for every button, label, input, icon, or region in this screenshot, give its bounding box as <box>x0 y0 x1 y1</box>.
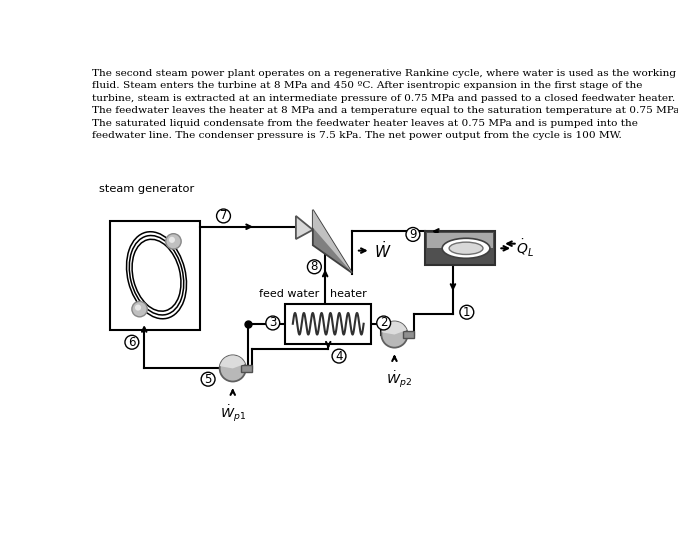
Text: feedwater line. The condenser pressure is 7.5 kPa. The net power output from the: feedwater line. The condenser pressure i… <box>92 131 622 140</box>
Text: The saturated liquid condensate from the feedwater heater leaves at 0.75 MPa and: The saturated liquid condensate from the… <box>92 119 638 128</box>
Text: $\dot{W}$: $\dot{W}$ <box>374 240 391 261</box>
Circle shape <box>377 316 391 330</box>
Text: $\dot{Q}_L$: $\dot{Q}_L$ <box>516 238 534 259</box>
Circle shape <box>220 356 246 382</box>
Circle shape <box>406 228 420 241</box>
Circle shape <box>381 321 407 347</box>
Circle shape <box>132 301 147 317</box>
Bar <box>403 332 414 338</box>
Text: The feedwater leaves the heater at 8 MPa and a temperature equal to the saturati: The feedwater leaves the heater at 8 MPa… <box>92 106 678 115</box>
Bar <box>425 231 494 265</box>
Text: The second steam power plant operates on a regenerative Rankine cycle, where wat: The second steam power plant operates on… <box>92 69 676 78</box>
Text: fluid. Steam enters the turbine at 8 MPa and 450 ºC. After isentropic expansion : fluid. Steam enters the turbine at 8 MPa… <box>92 81 642 91</box>
Text: feed water: feed water <box>259 289 319 299</box>
Circle shape <box>125 335 139 349</box>
Text: 6: 6 <box>128 335 136 349</box>
Text: 5: 5 <box>205 373 212 386</box>
Polygon shape <box>313 210 352 273</box>
Circle shape <box>165 234 181 249</box>
Circle shape <box>201 372 215 386</box>
Polygon shape <box>296 216 313 239</box>
Text: turbine, steam is extracted at an intermediate pressure of 0.75 MPa and passed t: turbine, steam is extracted at an interm… <box>92 94 675 103</box>
Ellipse shape <box>449 242 483 254</box>
Circle shape <box>307 260 321 274</box>
Circle shape <box>266 316 280 330</box>
Text: $\dot{W}_{p1}$: $\dot{W}_{p1}$ <box>220 403 246 424</box>
Text: 4: 4 <box>335 350 343 363</box>
Polygon shape <box>313 210 352 273</box>
Text: 1: 1 <box>463 306 471 319</box>
Text: 8: 8 <box>311 260 318 273</box>
Bar <box>285 304 372 344</box>
Text: 3: 3 <box>269 317 277 330</box>
Text: steam generator: steam generator <box>99 184 194 195</box>
Text: $\dot{W}_{p2}$: $\dot{W}_{p2}$ <box>386 369 412 390</box>
Bar <box>241 365 252 372</box>
Ellipse shape <box>442 238 490 259</box>
Text: 2: 2 <box>380 317 387 330</box>
Text: heater: heater <box>330 289 367 299</box>
Text: 7: 7 <box>220 209 227 222</box>
Wedge shape <box>220 356 245 369</box>
Circle shape <box>216 209 231 223</box>
Circle shape <box>332 349 346 363</box>
Bar <box>426 233 493 248</box>
Circle shape <box>460 305 474 319</box>
Circle shape <box>169 237 175 243</box>
Wedge shape <box>382 321 407 334</box>
Text: 9: 9 <box>410 228 417 241</box>
Circle shape <box>135 305 141 311</box>
Bar <box>110 221 201 330</box>
